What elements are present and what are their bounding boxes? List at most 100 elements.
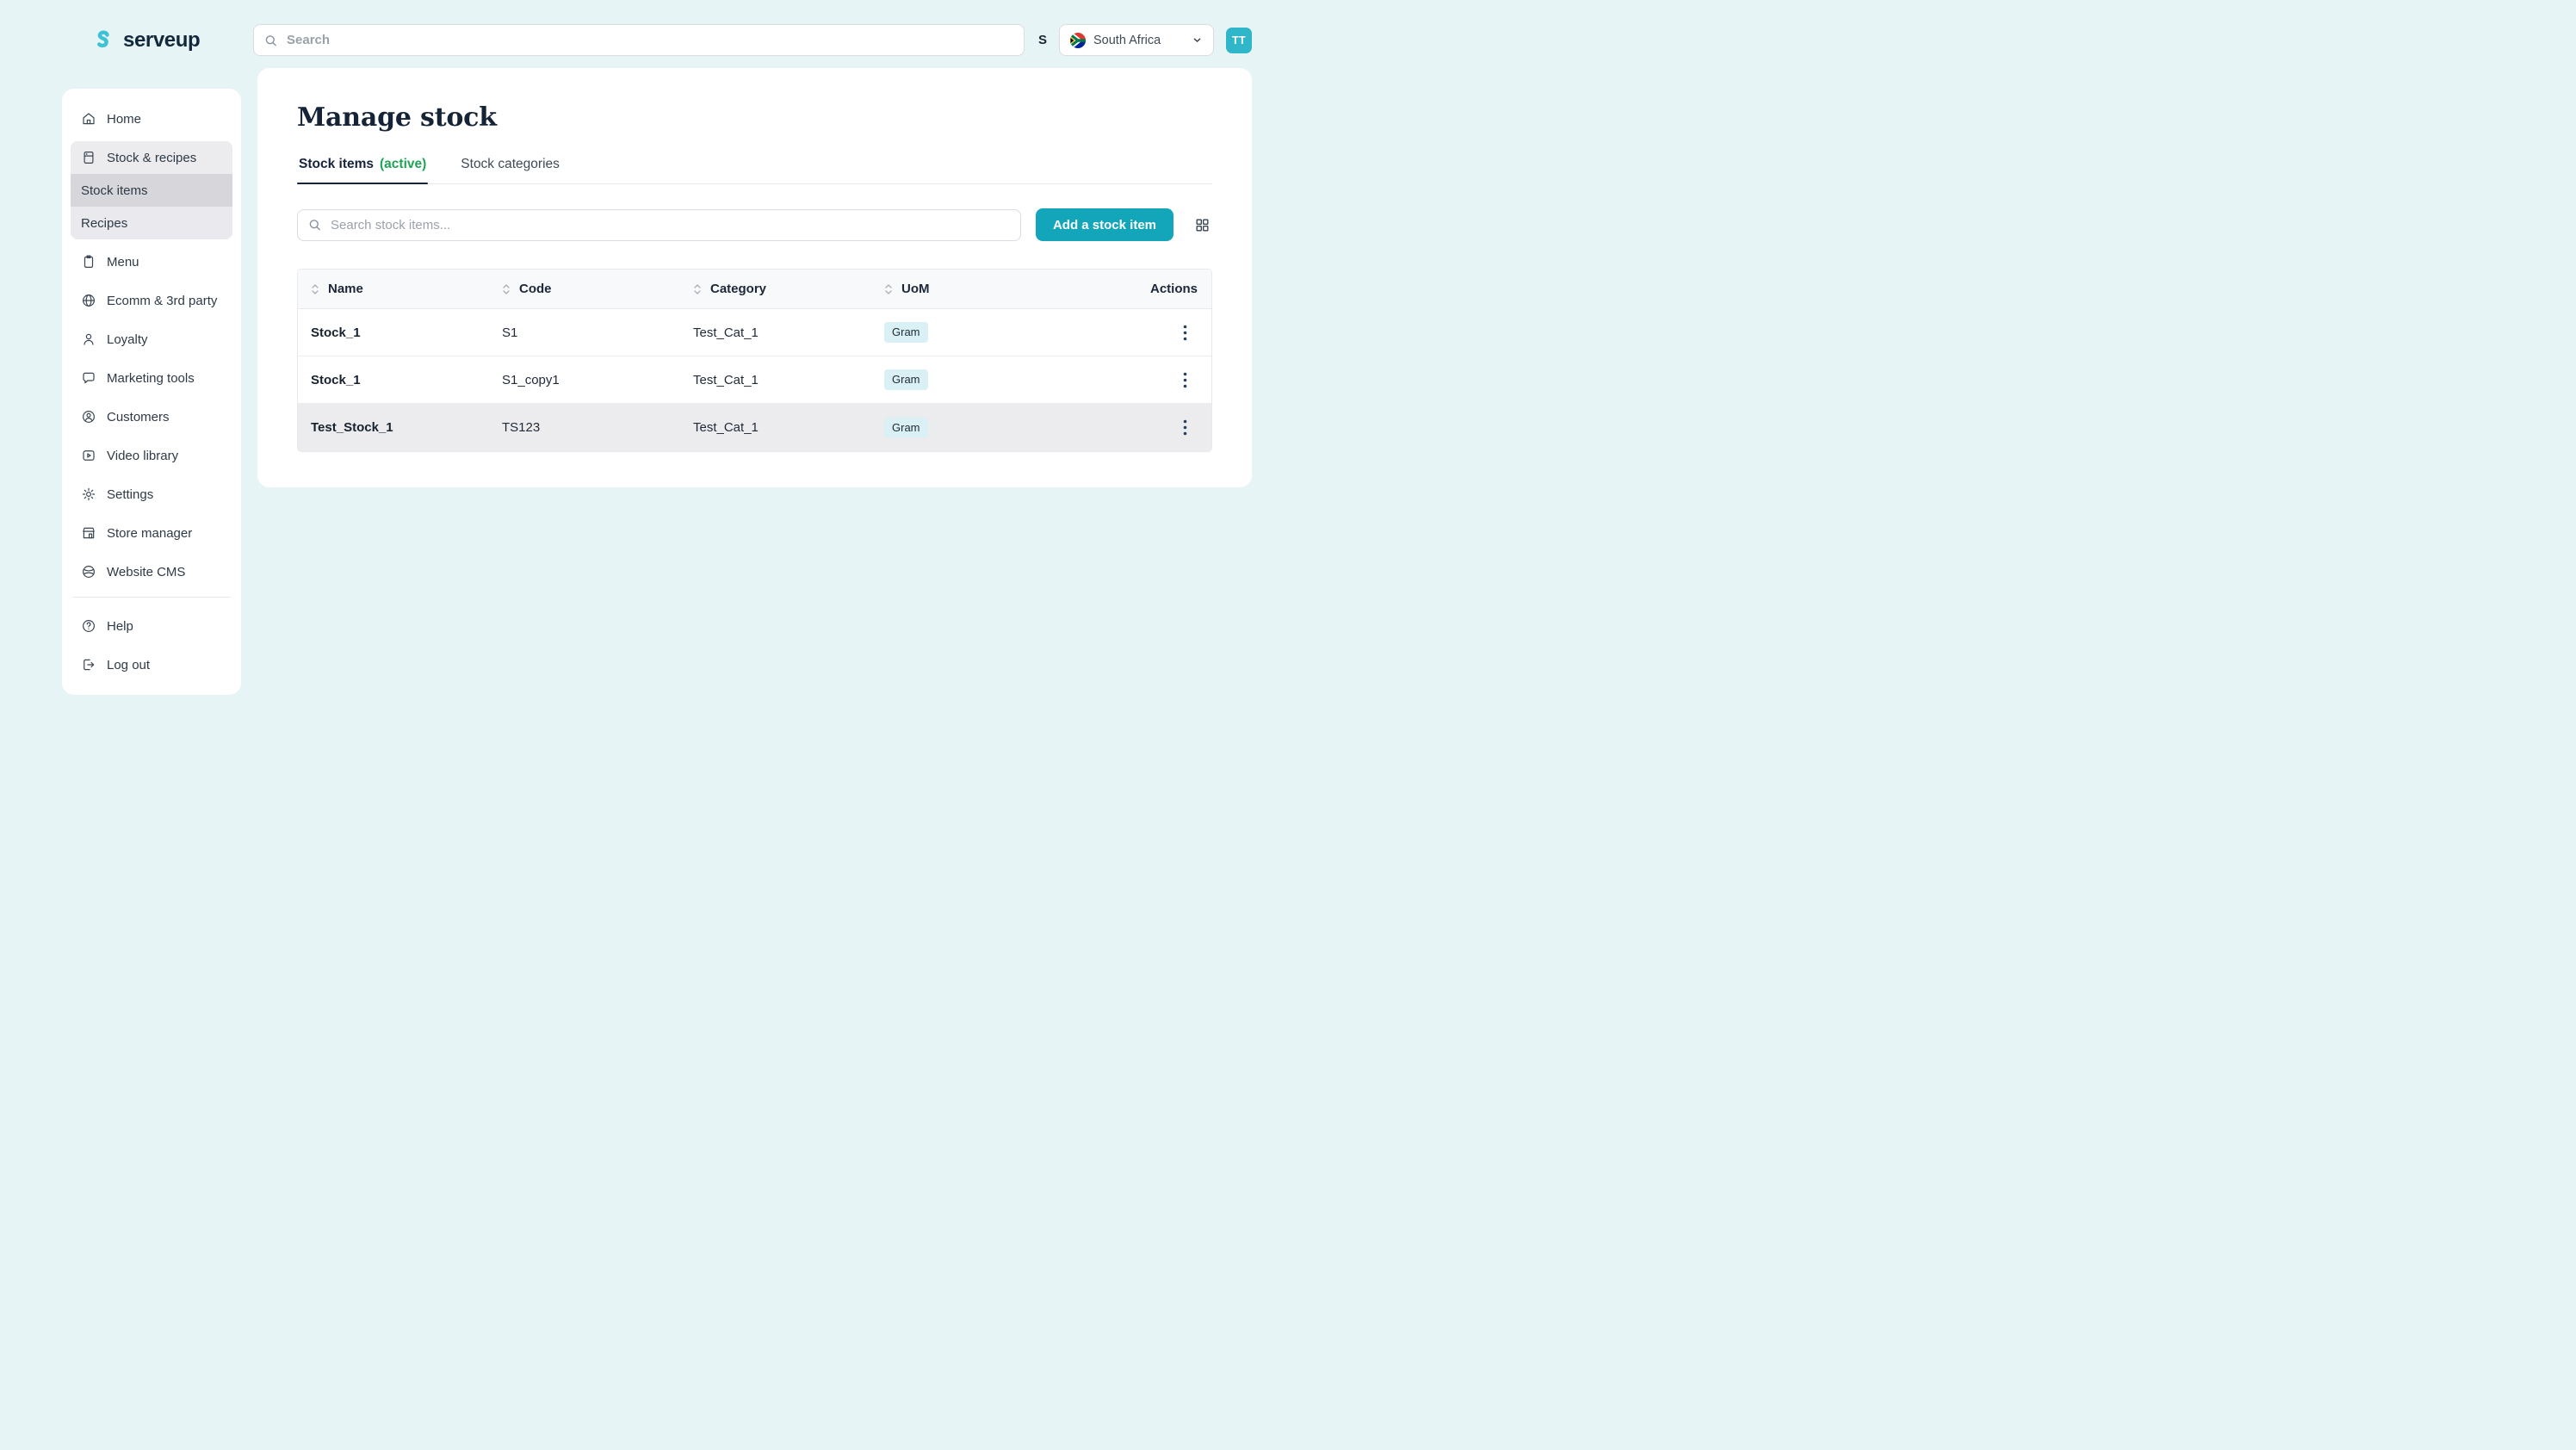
- sidebar: Home Stock & recipes Stock items Recipes: [62, 89, 241, 695]
- page: serveup S South Afr: [0, 0, 1288, 725]
- sidebar-group-stock: Stock & recipes Stock items Recipes: [71, 141, 232, 239]
- sort-icon: [311, 282, 319, 296]
- manage-stock-panel: Manage stock Stock items (active) Stock …: [257, 68, 1252, 487]
- tab-stock-items[interactable]: Stock items (active): [297, 157, 429, 184]
- cell-uom: Gram: [871, 369, 1137, 390]
- column-label: Name: [328, 282, 363, 296]
- store-icon: [81, 525, 96, 541]
- cell-code: S1_copy1: [502, 372, 560, 387]
- global-search: [253, 24, 1025, 56]
- country-select[interactable]: South Africa: [1059, 24, 1214, 56]
- cell-name: Test_Stock_1: [311, 420, 393, 435]
- sidebar-item-help[interactable]: Help: [71, 610, 232, 642]
- stock-search-input[interactable]: [297, 208, 1021, 241]
- sort-icon: [884, 282, 893, 296]
- sidebar-item-home[interactable]: Home: [71, 102, 232, 135]
- grid-view-toggle[interactable]: [1192, 215, 1212, 235]
- sidebar-item-video-library[interactable]: Video library: [71, 439, 232, 472]
- global-search-input[interactable]: [253, 24, 1025, 56]
- user-avatar[interactable]: TT: [1226, 27, 1252, 53]
- cell-category: Test_Cat_1: [693, 420, 759, 435]
- cell-code: TS123: [502, 420, 541, 435]
- customers-icon: [81, 409, 96, 424]
- stock-search: [297, 208, 1021, 241]
- brand-name: serveup: [123, 28, 201, 52]
- chevron-down-icon: [1192, 34, 1203, 46]
- table-header-row: Name Code Category: [298, 270, 1211, 309]
- sidebar-item-label: Settings: [107, 486, 154, 502]
- sidebar-item-recipes[interactable]: Recipes: [71, 207, 232, 239]
- add-stock-item-button[interactable]: Add a stock item: [1035, 208, 1173, 241]
- table-row[interactable]: Stock_1 S1 Test_Cat_1 Gram: [298, 309, 1211, 356]
- chat-icon: [81, 370, 96, 386]
- sidebar-item-label: Stock & recipes: [107, 150, 197, 165]
- sidebar-item-label: Home: [107, 111, 142, 127]
- column-header-uom[interactable]: UoM: [871, 282, 1137, 296]
- uom-badge: Gram: [884, 417, 928, 438]
- cell-actions: [1137, 321, 1211, 344]
- sidebar-item-label: Stock items: [81, 183, 148, 198]
- sort-icon: [693, 282, 702, 296]
- gear-icon: [81, 486, 96, 502]
- sidebar-item-menu[interactable]: Menu: [71, 245, 232, 278]
- search-icon: [263, 33, 278, 47]
- topbar: serveup S South Afr: [0, 0, 1288, 68]
- sidebar-item-label: Store manager: [107, 525, 193, 541]
- cell-actions: [1137, 416, 1211, 439]
- table-row[interactable]: Stock_1 S1_copy1 Test_Cat_1 Gram: [298, 356, 1211, 404]
- home-icon: [81, 111, 96, 127]
- search-icon: [307, 218, 322, 232]
- column-header-category[interactable]: Category: [680, 282, 871, 296]
- website-icon: [81, 564, 96, 579]
- sidebar-item-label: Ecomm & 3rd party: [107, 293, 218, 308]
- sidebar-item-label: Video library: [107, 448, 179, 463]
- sidebar-item-label: Menu: [107, 254, 139, 270]
- stock-items-table: Name Code Category: [297, 269, 1212, 452]
- sidebar-item-stock-recipes[interactable]: Stock & recipes: [71, 141, 232, 174]
- table-row[interactable]: Test_Stock_1 TS123 Test_Cat_1 Gram: [298, 404, 1211, 451]
- stock-toolbar: Add a stock item: [297, 208, 1212, 241]
- south-africa-flag-icon: [1070, 32, 1086, 48]
- sidebar-item-label: Customers: [107, 409, 170, 424]
- tabs: Stock items (active) Stock categories: [297, 157, 1212, 184]
- cell-category: Test_Cat_1: [693, 372, 759, 387]
- sidebar-item-store-manager[interactable]: Store manager: [71, 517, 232, 549]
- globe-icon: [81, 293, 96, 308]
- sort-icon: [502, 282, 511, 296]
- sidebar-item-logout[interactable]: Log out: [71, 648, 232, 681]
- sidebar-item-ecomm[interactable]: Ecomm & 3rd party: [71, 284, 232, 317]
- sidebar-item-marketing-tools[interactable]: Marketing tools: [71, 362, 232, 394]
- row-actions-kebab-icon[interactable]: [1180, 416, 1191, 439]
- page-title: Manage stock: [297, 102, 497, 133]
- cell-uom: Gram: [871, 322, 1137, 343]
- country-select-value: South Africa: [1093, 33, 1161, 47]
- cell-name: Stock_1: [311, 325, 361, 340]
- cell-uom: Gram: [871, 417, 1137, 438]
- sidebar-item-website-cms[interactable]: Website CMS: [71, 555, 232, 588]
- row-actions-kebab-icon[interactable]: [1180, 321, 1191, 344]
- sidebar-item-stock-items[interactable]: Stock items: [71, 174, 232, 207]
- sidebar-item-label: Marketing tools: [107, 370, 195, 386]
- tab-label: Stock categories: [461, 157, 560, 171]
- column-header-code[interactable]: Code: [489, 282, 680, 296]
- column-label: UoM: [901, 282, 930, 296]
- column-label: Actions: [1149, 282, 1198, 296]
- sidebar-item-loyalty[interactable]: Loyalty: [71, 323, 232, 356]
- video-icon: [81, 448, 96, 463]
- tab-stock-categories[interactable]: Stock categories: [459, 157, 561, 183]
- sidebar-item-label: Loyalty: [107, 332, 148, 347]
- sidebar-item-settings[interactable]: Settings: [71, 478, 232, 511]
- cell-name: Stock_1: [311, 372, 361, 387]
- sidebar-item-customers[interactable]: Customers: [71, 400, 232, 433]
- column-header-name[interactable]: Name: [298, 282, 489, 296]
- layout: Home Stock & recipes Stock items Recipes: [0, 68, 1288, 695]
- row-actions-kebab-icon[interactable]: [1180, 369, 1191, 392]
- column-label: Code: [519, 282, 552, 296]
- sidebar-item-label: Help: [107, 618, 133, 634]
- serveup-logo[interactable]: serveup: [88, 27, 253, 54]
- column-header-actions: Actions: [1137, 282, 1211, 296]
- sidebar-item-label: Recipes: [81, 215, 128, 231]
- tab-label: Stock items: [299, 157, 375, 171]
- cell-category: Test_Cat_1: [693, 325, 759, 340]
- cell-code: S1: [502, 325, 518, 340]
